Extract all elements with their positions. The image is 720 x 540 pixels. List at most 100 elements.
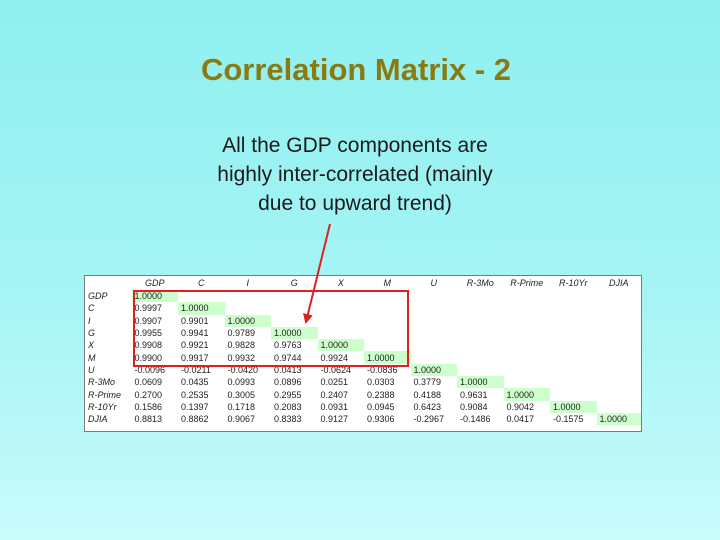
empty-cell xyxy=(550,302,597,314)
diagonal-cell: 1.0000 xyxy=(596,412,641,426)
diagonal-cell: 1.0000 xyxy=(131,290,178,303)
empty-cell xyxy=(457,290,504,302)
empty-cell xyxy=(411,327,458,339)
row-header: G xyxy=(88,328,96,339)
corner-cell xyxy=(85,276,132,290)
correlation-cell: 0.0896 xyxy=(274,377,302,388)
matrix-body: GDP 1.0000 C 0.9997 1.0000 I 0.9907 0.9901 1.000… xyxy=(85,290,642,426)
slide-title: Correlation Matrix - 2 xyxy=(200,52,512,87)
column-header: G xyxy=(290,278,298,288)
correlation-cell: 0.2083 xyxy=(274,401,302,412)
empty-cell xyxy=(271,290,318,302)
empty-cell xyxy=(597,327,642,339)
row-header: R-3Mo xyxy=(88,377,116,388)
correlation-cell: 0.2388 xyxy=(367,389,395,400)
correlation-cell: 0.9631 xyxy=(460,389,488,400)
column-header: X xyxy=(337,278,344,288)
empty-cell xyxy=(504,364,551,376)
correlation-cell: 0.9306 xyxy=(367,414,395,425)
correlation-cell: 0.9908 xyxy=(134,340,163,351)
subtitle-line: due to upward trend) xyxy=(258,192,452,215)
empty-cell xyxy=(504,302,551,314)
row-header: GDP xyxy=(88,291,108,302)
correlation-cell: 0.3005 xyxy=(227,389,256,400)
correlation-cell: 0.8813 xyxy=(134,414,163,425)
empty-cell xyxy=(597,339,642,351)
empty-cell xyxy=(457,339,504,351)
correlation-cell: 0.9907 xyxy=(134,315,163,326)
row-header: R-Prime xyxy=(88,389,121,400)
diagonal-cell: 1.0000 xyxy=(317,339,364,352)
empty-cell xyxy=(318,315,365,327)
table-row: GDP 1.0000 xyxy=(85,290,642,303)
table-row: R-Prime 0.2700 0.2535 0.3005 0.2955 0.2407 0.2… xyxy=(85,388,641,401)
correlation-cell: 0.2955 xyxy=(274,389,302,400)
empty-cell xyxy=(597,401,642,413)
correlation-cell: -0.0836 xyxy=(367,364,398,375)
correlation-cell: -0.1486 xyxy=(460,414,491,425)
correlation-cell: 0.9828 xyxy=(227,340,256,351)
empty-cell xyxy=(411,315,458,327)
correlation-cell: 0.9763 xyxy=(274,340,302,351)
column-header: DJIA xyxy=(608,278,629,288)
correlation-cell: 0.0609 xyxy=(134,377,163,388)
column-header: U xyxy=(430,278,438,288)
table-row: M 0.9900 0.9917 0.9932 0.9744 0.9924 1.0000 xyxy=(85,351,642,364)
diagonal-cell: 1.0000 xyxy=(271,326,318,340)
empty-cell xyxy=(597,302,642,314)
diagonal-cell: 1.0000 xyxy=(224,314,271,327)
row-header: I xyxy=(88,315,91,326)
empty-cell xyxy=(318,290,365,302)
correlation-cell: 0.9127 xyxy=(320,414,349,425)
empty-cell xyxy=(364,302,411,314)
correlation-cell: -0.0624 xyxy=(320,364,352,375)
correlation-matrix-table: GDP C I G X M U R-3Mo R-Prime R-10Yr DJIA GDP 1.000… xyxy=(85,276,642,426)
column-header: R-Prime xyxy=(510,278,544,288)
correlation-cell: 0.0435 xyxy=(181,377,209,388)
empty-cell xyxy=(504,290,551,302)
empty-cell xyxy=(364,315,411,327)
column-header: I xyxy=(246,278,249,288)
correlation-cell: 0.9901 xyxy=(181,315,209,326)
correlation-cell: 0.9789 xyxy=(227,328,256,339)
diagonal-cell: 1.0000 xyxy=(503,388,550,401)
empty-cell xyxy=(225,290,272,302)
empty-cell xyxy=(318,327,365,339)
correlation-cell: 0.1718 xyxy=(227,401,256,412)
subtitle-line: highly inter-correlated (mainly xyxy=(217,163,493,186)
correlation-cell: 0.9924 xyxy=(320,352,349,363)
correlation-cell: 0.9921 xyxy=(181,340,209,351)
correlation-cell: 0.0931 xyxy=(320,401,349,412)
matrix-header-row: GDP C I G X M U R-3Mo R-Prime R-10Yr DJIA xyxy=(85,276,641,290)
row-header: R-10Yr xyxy=(88,401,117,412)
diagonal-cell: 1.0000 xyxy=(457,376,504,389)
correlation-cell: 0.9744 xyxy=(274,352,302,363)
empty-cell xyxy=(597,364,642,376)
empty-cell xyxy=(597,290,642,302)
empty-cell xyxy=(550,290,597,302)
empty-cell xyxy=(597,351,642,363)
correlation-cell: 0.0993 xyxy=(227,377,256,388)
table-row: U -0.0096 -0.0211 -0.0420 0.0413 -0.0624 -0.08… xyxy=(85,363,642,377)
correlation-cell: 0.6423 xyxy=(413,401,442,412)
empty-cell xyxy=(550,315,597,327)
empty-cell xyxy=(178,290,225,302)
correlation-cell: -0.0096 xyxy=(134,364,166,375)
column-header: GDP xyxy=(144,278,165,288)
table-row: X 0.9908 0.9921 0.9828 0.9763 1.0000 xyxy=(85,339,642,352)
empty-cell xyxy=(550,364,597,376)
empty-cell xyxy=(364,327,411,339)
table-row: G 0.9955 0.9941 0.9789 1.0000 xyxy=(85,326,642,340)
correlation-cell: 0.2535 xyxy=(181,389,209,400)
empty-cell xyxy=(597,376,642,388)
table-row: C 0.9997 1.0000 xyxy=(85,302,642,315)
row-header: M xyxy=(88,352,96,363)
correlation-cell: 0.0945 xyxy=(367,401,395,412)
correlation-cell: 0.9084 xyxy=(460,401,488,412)
correlation-cell: 0.0417 xyxy=(506,414,535,425)
correlation-cell: -0.2967 xyxy=(413,414,445,425)
correlation-cell: 0.9932 xyxy=(227,352,256,363)
empty-cell xyxy=(504,339,551,351)
diagonal-cell: 1.0000 xyxy=(410,363,457,377)
correlation-cell: 0.1586 xyxy=(134,401,163,412)
